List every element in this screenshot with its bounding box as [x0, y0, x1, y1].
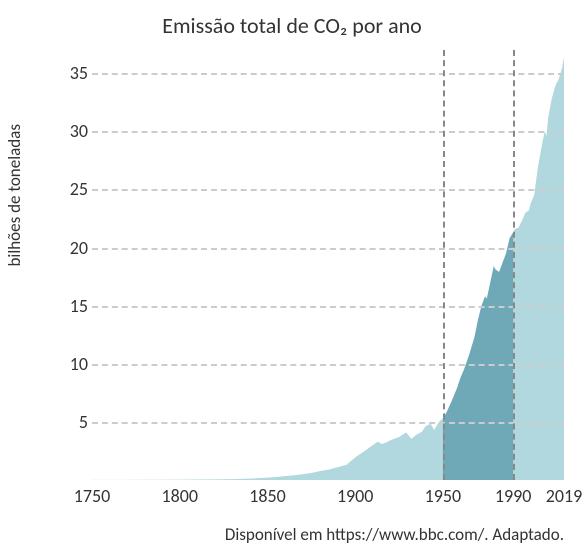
x-tick-label: 1900 [337, 485, 374, 507]
caption: Disponível em https://www.bbc.com/. Adap… [225, 524, 564, 545]
x-tick-label: 1850 [249, 485, 286, 507]
y-tick-label: 5 [48, 411, 88, 433]
area-dark [443, 232, 513, 480]
marker-v [443, 50, 445, 480]
gridline-h [92, 189, 564, 191]
x-tick-label: 2019 [546, 485, 583, 507]
y-axis-title: bilhões de toneladas [4, 124, 25, 266]
area-svg [92, 50, 564, 480]
gridline-h [92, 73, 564, 75]
x-tick-label: 1800 [161, 485, 198, 507]
gridline-h [92, 364, 564, 366]
y-tick-label: 30 [48, 120, 88, 142]
plot-area [92, 50, 564, 480]
y-tick-label: 35 [48, 62, 88, 84]
gridline-h [92, 248, 564, 250]
gridline-h [92, 422, 564, 424]
gridline-h [92, 131, 564, 133]
y-tick-label: 15 [48, 295, 88, 317]
chart-title: Emissão total de CO₂ por ano [0, 12, 584, 39]
x-tick-label: 1990 [495, 485, 532, 507]
co2-chart: Emissão total de CO₂ por ano bilhões de … [0, 0, 584, 553]
marker-v [513, 50, 515, 480]
x-tick-label: 1750 [74, 485, 111, 507]
gridline-h [92, 306, 564, 308]
y-tick-label: 25 [48, 178, 88, 200]
y-tick-label: 20 [48, 237, 88, 259]
x-tick-label: 1950 [425, 485, 462, 507]
y-tick-label: 10 [48, 353, 88, 375]
